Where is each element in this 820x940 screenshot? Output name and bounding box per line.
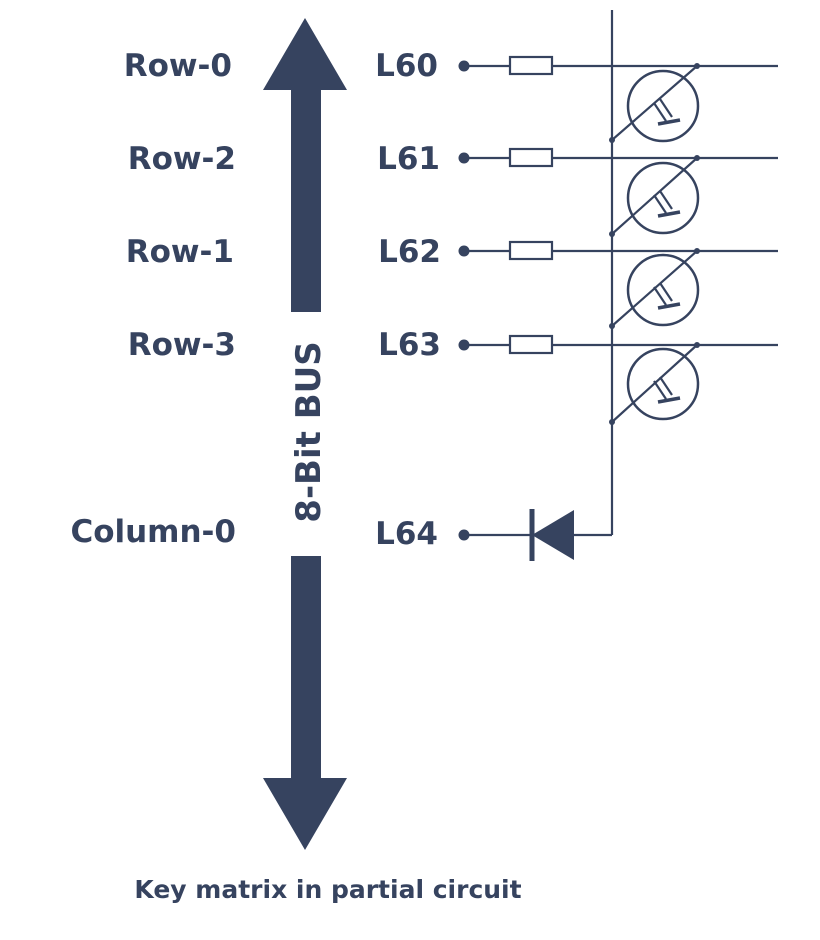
pin-label-2: L62 [378, 234, 441, 270]
junction-dot [609, 137, 615, 143]
junction-dot [694, 248, 700, 254]
junction-dot [694, 155, 700, 161]
junction-dot [694, 342, 700, 348]
bus-arrow-bottom-shaft [291, 556, 321, 780]
row-label-0: Row-0 [124, 48, 232, 84]
pin-label-0: L60 [375, 48, 438, 84]
resistor [510, 242, 552, 259]
row-circuit-3 [459, 336, 779, 353]
row-label-3: Row-3 [128, 327, 236, 363]
row-circuit-1 [459, 149, 779, 166]
resistor [510, 336, 552, 353]
key-switch-body [628, 163, 698, 233]
resistor [510, 57, 552, 74]
junction-dot [609, 231, 615, 237]
row-circuit-2 [459, 242, 779, 259]
bus-arrow-bottom-head [263, 778, 347, 850]
key-switch-0 [609, 63, 700, 143]
bus-label: 8-Bit BUS [289, 341, 329, 522]
row-circuit-0 [459, 57, 779, 74]
key-switch-body [628, 349, 698, 419]
pin-label-column: L64 [375, 516, 438, 552]
row-label-1: Row-2 [128, 141, 236, 177]
pin-label-3: L63 [378, 327, 441, 363]
column-circuit [459, 509, 613, 561]
key-switch-2 [609, 248, 700, 329]
resistor [510, 149, 552, 166]
key-switch-body [628, 255, 698, 325]
diode-icon [532, 510, 574, 560]
bus-arrow-top-head [263, 18, 347, 90]
bus-arrow-top-shaft [291, 88, 321, 312]
key-switch-1 [609, 155, 700, 237]
diagram-caption: Key matrix in partial circuit [134, 875, 521, 904]
key-switch-body [628, 71, 698, 141]
junction-dot [609, 323, 615, 329]
junction-dot [694, 63, 700, 69]
row-label-2: Row-1 [126, 234, 234, 270]
junction-dot [609, 419, 615, 425]
key-switch-3 [609, 342, 700, 425]
column-label: Column-0 [70, 514, 236, 550]
pin-label-1: L61 [377, 141, 440, 177]
